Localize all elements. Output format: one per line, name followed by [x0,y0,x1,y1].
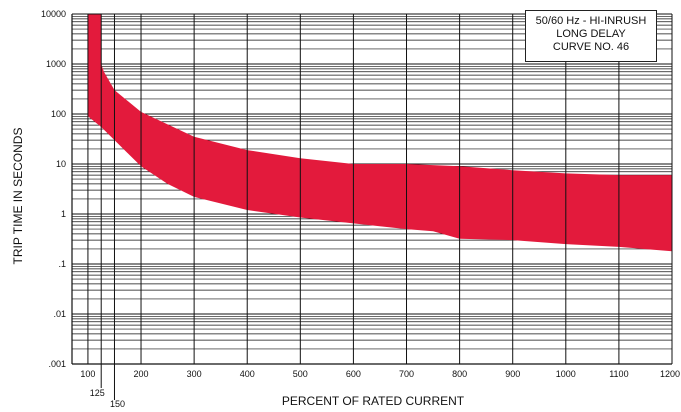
x-tick-label: 200 [134,369,149,379]
x-tick-label: 400 [240,369,255,379]
x-tick-label: 500 [293,369,308,379]
y-tick-label: 10000 [41,9,66,19]
x-tick-label: 1200 [660,369,680,379]
x-tick-label: 300 [187,369,202,379]
y-tick-label: .01 [53,309,66,319]
x-tick-label: 100 [80,369,95,379]
y-tick-label: 10 [56,159,66,169]
y-axis-label: TRIP TIME IN SECONDS [11,128,25,265]
y-axis-tick-labels: .001 .01 .1 1 10 100 1000 10000 [41,9,66,369]
x-tick-label: 1100 [609,369,628,379]
curve-title-line-1: 50/60 Hz - HI-INRUSH [535,15,647,27]
vertical-gridlines [87,14,673,400]
curve-title-line-3: CURVE NO. 46 [552,41,630,53]
x-axis-label: PERCENT OF RATED CURRENT [282,394,465,408]
x-tick-label-150: 150 [110,399,125,409]
y-tick-label: .1 [58,259,66,269]
trip-time-band [87,14,672,252]
x-tick-label: 700 [399,369,414,379]
y-tick-label: 1000 [46,59,66,69]
x-tick-label: 900 [505,369,520,379]
x-tick-label: 600 [346,369,361,379]
y-tick-label: 1 [61,209,66,219]
curve-title-box: 50/60 Hz - HI-INRUSH LONG DELAY CURVE NO… [525,10,657,62]
x-axis-tick-labels: 100 200 300 400 500 600 700 800 900 1000 1100 1200 1… [80,369,680,409]
y-tick-label: 100 [51,109,66,119]
x-tick-label: 800 [452,369,467,379]
x-tick-label: 1000 [556,369,576,379]
curve-title-line-2: LONG DELAY [556,28,626,40]
y-tick-label: .001 [48,359,66,369]
x-tick-label-125: 125 [90,388,105,398]
